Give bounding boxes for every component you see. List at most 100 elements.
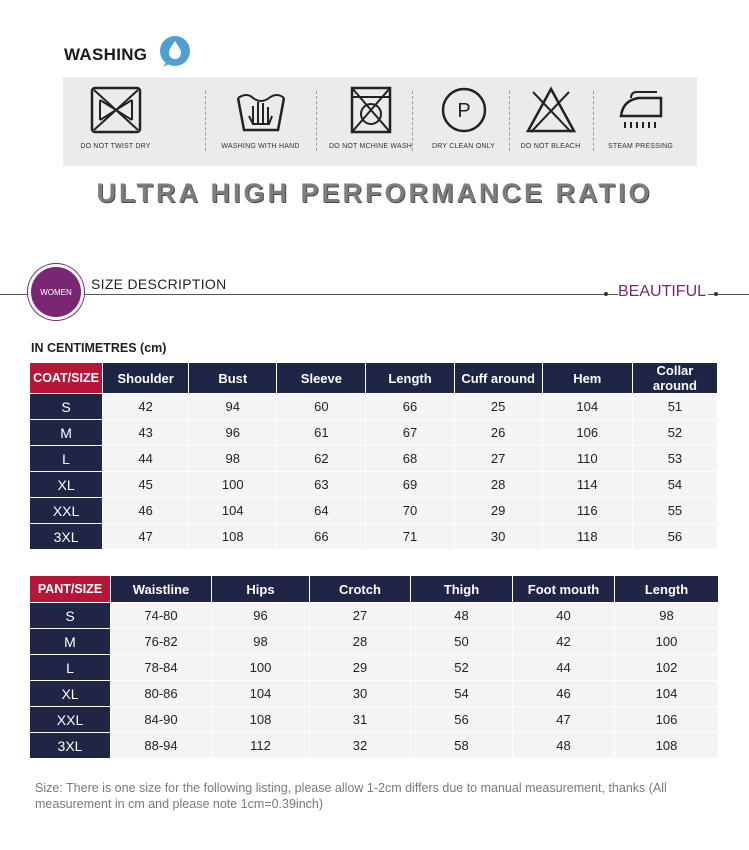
measurement-cell: 108 [615,733,718,758]
measurement-cell: 102 [615,655,718,680]
care-label: DO NOT MCHINE WASH [329,143,412,150]
size-cell: M [30,420,103,445]
performance-banner: ULTRA HIGH PERFORMANCE RATIO [96,178,653,208]
column-header: Hips [212,576,309,602]
table-row: M 43 96 61 67 26 106 52 [30,420,717,445]
measurement-cell: 60 [277,394,366,419]
size-cell: 3XL [30,733,110,758]
measurement-cell: 50 [411,629,512,654]
measurement-cell: 98 [615,603,718,628]
size-cell: L [30,655,110,680]
measurement-cell: 62 [277,446,366,471]
size-column-header: PANT/SIZE [30,576,110,602]
table-row: L 44 98 62 68 27 110 53 [30,446,717,471]
measurement-cell: 29 [454,498,542,523]
measurement-cell: 28 [454,472,542,497]
measurement-cell: 100 [189,472,277,497]
care-label: WASHING WITH HAND [221,143,300,150]
divider-dot [604,292,608,296]
measurement-cell: 112 [212,733,309,758]
measurement-cell: 58 [411,733,512,758]
measurement-cell: 61 [277,420,366,445]
size-cell: S [30,603,110,628]
water-drop-icon [160,36,190,67]
size-note: Size: There is one size for the followin… [35,781,667,811]
measurement-cell: 64 [277,498,366,523]
measurement-cell: 46 [103,498,189,523]
measurement-cell: 98 [189,446,277,471]
measurement-cell: 104 [212,681,309,706]
measurement-cell: 69 [366,472,454,497]
measurement-cell: 88-94 [111,733,211,758]
size-cell: XL [30,472,103,497]
measurement-cell: 116 [542,498,632,523]
measurement-cell: 110 [542,446,632,471]
column-header: Thigh [411,576,512,602]
no-bleach-icon [525,86,577,133]
washing-title: WASHING [64,45,148,64]
coat-header-row: COAT/SIZE Shoulder Bust Sleeve Length Cuff ar… [30,363,717,393]
measurement-cell: 55 [632,498,717,523]
measurement-cell: 46 [513,681,614,706]
column-header: Collar around [632,363,717,393]
size-column-header: COAT/SIZE [30,363,103,393]
column-header: Sleeve [277,363,366,393]
measurement-cell: 43 [103,420,189,445]
dry-clean-icon: P [441,87,487,133]
column-header: Length [366,363,454,393]
dry-clean-symbol: P [457,100,470,122]
measurement-cell: 31 [310,707,410,732]
measurement-cell: 30 [310,681,410,706]
measurement-cell: 27 [454,446,542,471]
measurement-cell: 66 [366,394,454,419]
size-cell: XL [30,681,110,706]
column-header: Foot mouth [513,576,614,602]
measurement-cell: 56 [411,707,512,732]
table-row: XL 45 100 63 69 28 114 54 [30,472,717,497]
measurement-cell: 42 [513,629,614,654]
care-item: STEAM PRESSING [588,77,693,166]
measurement-cell: 32 [310,733,410,758]
measurement-cell: 63 [277,472,366,497]
measurement-cell: 68 [366,446,454,471]
pant-header-row: PANT/SIZE Waistline Hips Crotch Thigh Foot mo… [30,576,718,602]
measurement-cell: 28 [310,629,410,654]
column-header: Bust [189,363,277,393]
measurement-cell: 80-86 [111,681,211,706]
measurement-cell: 44 [513,655,614,680]
measurement-cell: 78-84 [111,655,211,680]
care-label: DO NOT BLEACH [520,143,581,150]
size-description-title: SIZE DESCRIPTION [91,276,227,292]
measurement-cell: 44 [103,446,189,471]
care-label: STEAM PRESSING [607,143,674,150]
measurement-cell: 52 [632,420,717,445]
measurement-cell: 47 [103,524,189,549]
measurement-cell: 71 [366,524,454,549]
measurement-cell: 53 [632,446,717,471]
size-cell: XXL [30,498,103,523]
size-cell: 3XL [30,524,103,549]
measurement-cell: 30 [454,524,542,549]
hand-wash-icon [236,94,286,132]
steam-iron-icon [619,91,663,128]
pant-size-table: PANT/SIZE Waistline Hips Crotch Thigh Foot mo… [29,575,719,759]
measurement-cell: 27 [310,603,410,628]
table-row: 3XL 88-94 112 32 58 48 108 [30,733,718,758]
care-label: DRY CLEAN ONLY [431,143,496,150]
measurement-cell: 104 [189,498,277,523]
column-header: Cuff around [454,363,542,393]
care-item: DO NOT BLEACH [498,77,603,166]
measurement-cell: 52 [411,655,512,680]
care-item: P DRY CLEAN ONLY [411,77,516,166]
measurement-cell: 54 [632,472,717,497]
table-row: L 78-84 100 29 52 44 102 [30,655,718,680]
measurement-cell: 100 [615,629,718,654]
measurement-cell: 29 [310,655,410,680]
measurement-cell: 96 [212,603,309,628]
measurement-cell: 47 [513,707,614,732]
table-row: XL 80-86 104 30 54 46 104 [30,681,718,706]
measurement-cell: 108 [189,524,277,549]
measurement-cell: 74-80 [111,603,211,628]
measurement-cell: 114 [542,472,632,497]
size-cell: S [30,394,103,419]
